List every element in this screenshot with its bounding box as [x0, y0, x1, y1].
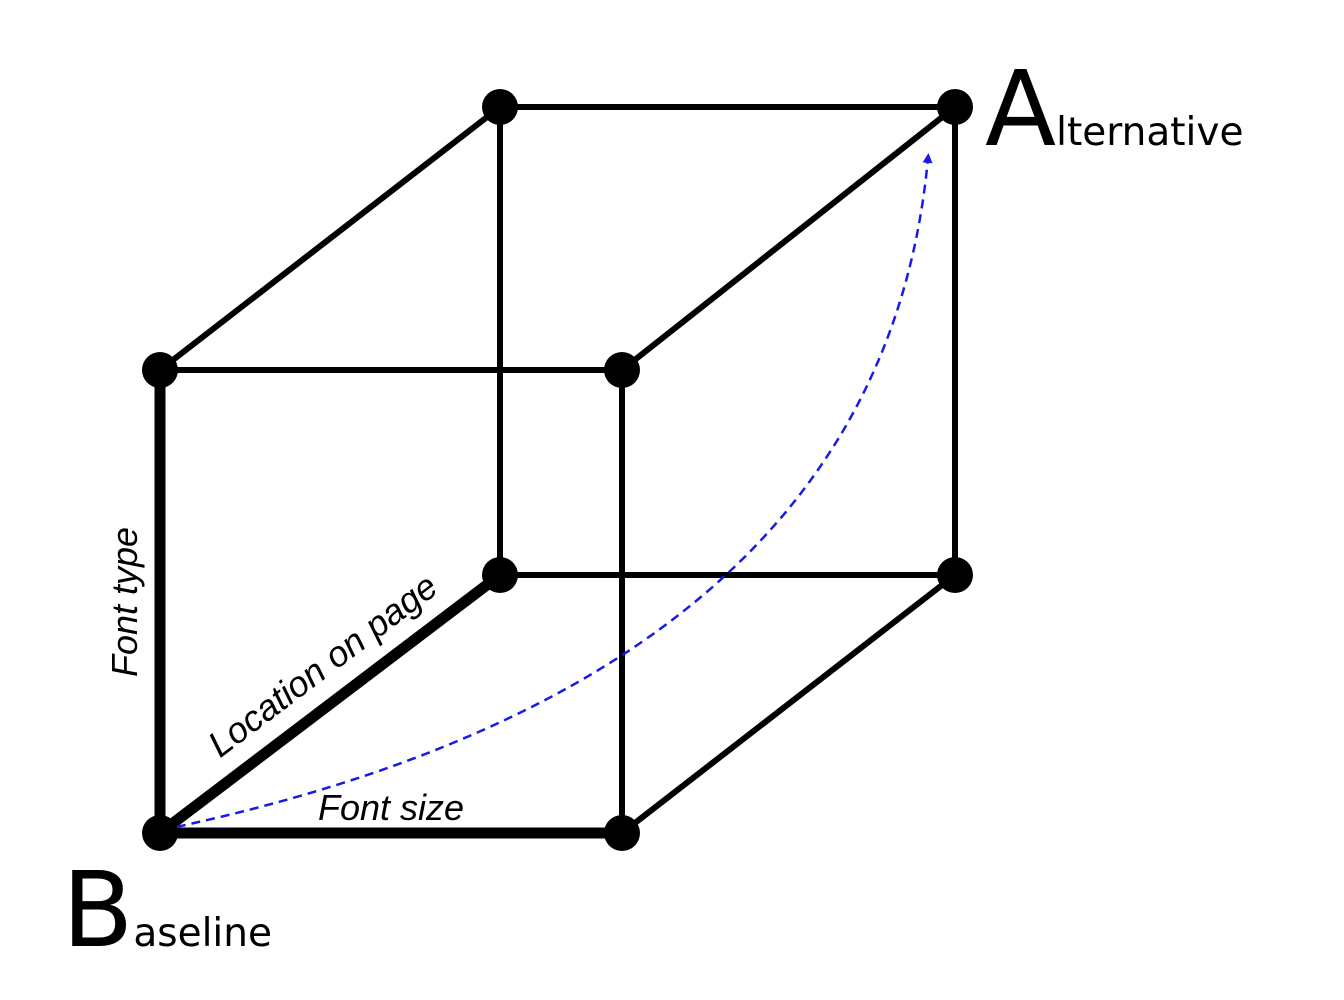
- axis-location-on-page: [154, 569, 506, 839]
- vertex-baseline: [142, 815, 178, 851]
- baseline-to-alternative-path: [161, 153, 933, 832]
- edge-top-right-connector: [619, 104, 958, 373]
- vertex-back-bottom-right: [937, 557, 973, 593]
- vertex-front-bottom-right: [604, 815, 640, 851]
- label-location-on-page: Location on page: [200, 565, 445, 765]
- alternative-initial: A: [985, 48, 1056, 170]
- vertex-front-top-left: [142, 352, 178, 388]
- edge-bottom-right-connector: [619, 572, 958, 836]
- label-font-size: Font size: [318, 787, 464, 828]
- baseline-initial: B: [62, 849, 133, 971]
- vertex-back-top-left: [482, 89, 518, 125]
- baseline-rest: aseline: [133, 911, 272, 956]
- alternative-label: Alternative: [985, 48, 1243, 170]
- vertex-alternative: [937, 89, 973, 125]
- edge-top-left-connector: [157, 104, 503, 373]
- vertex-front-top-right: [604, 352, 640, 388]
- baseline-label: Baseline: [62, 849, 272, 971]
- alternative-rest: lternative: [1056, 110, 1243, 155]
- vertex-back-bottom-left: [482, 557, 518, 593]
- label-font-type: Font type: [104, 527, 145, 677]
